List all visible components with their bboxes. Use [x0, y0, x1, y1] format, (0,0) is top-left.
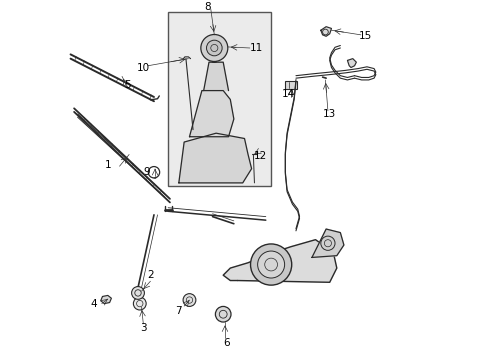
Text: 4: 4: [90, 298, 97, 309]
Polygon shape: [101, 296, 111, 303]
Circle shape: [215, 306, 230, 322]
Circle shape: [201, 35, 227, 62]
Text: 14: 14: [282, 89, 295, 99]
Text: 1: 1: [104, 160, 111, 170]
Text: 3: 3: [140, 323, 146, 333]
Text: 8: 8: [203, 2, 210, 12]
Circle shape: [183, 294, 196, 306]
Text: 12: 12: [253, 151, 266, 161]
Circle shape: [206, 40, 222, 56]
Text: 6: 6: [223, 338, 229, 348]
Text: 13: 13: [323, 109, 336, 119]
Text: 5: 5: [124, 80, 130, 90]
Polygon shape: [189, 91, 233, 137]
Bar: [168, 13, 270, 186]
Bar: [285, 81, 296, 89]
Circle shape: [131, 287, 144, 299]
Polygon shape: [347, 59, 356, 68]
Text: 10: 10: [137, 63, 150, 72]
Circle shape: [133, 297, 146, 310]
Polygon shape: [179, 133, 251, 183]
Text: 11: 11: [250, 43, 263, 53]
Polygon shape: [320, 27, 331, 36]
Polygon shape: [223, 240, 336, 282]
Polygon shape: [311, 229, 343, 257]
Text: 9: 9: [143, 167, 150, 177]
Polygon shape: [203, 62, 228, 91]
Text: 7: 7: [175, 306, 182, 316]
Circle shape: [257, 251, 284, 278]
Text: 2: 2: [147, 270, 153, 280]
Text: 15: 15: [358, 31, 371, 41]
Circle shape: [250, 244, 291, 285]
